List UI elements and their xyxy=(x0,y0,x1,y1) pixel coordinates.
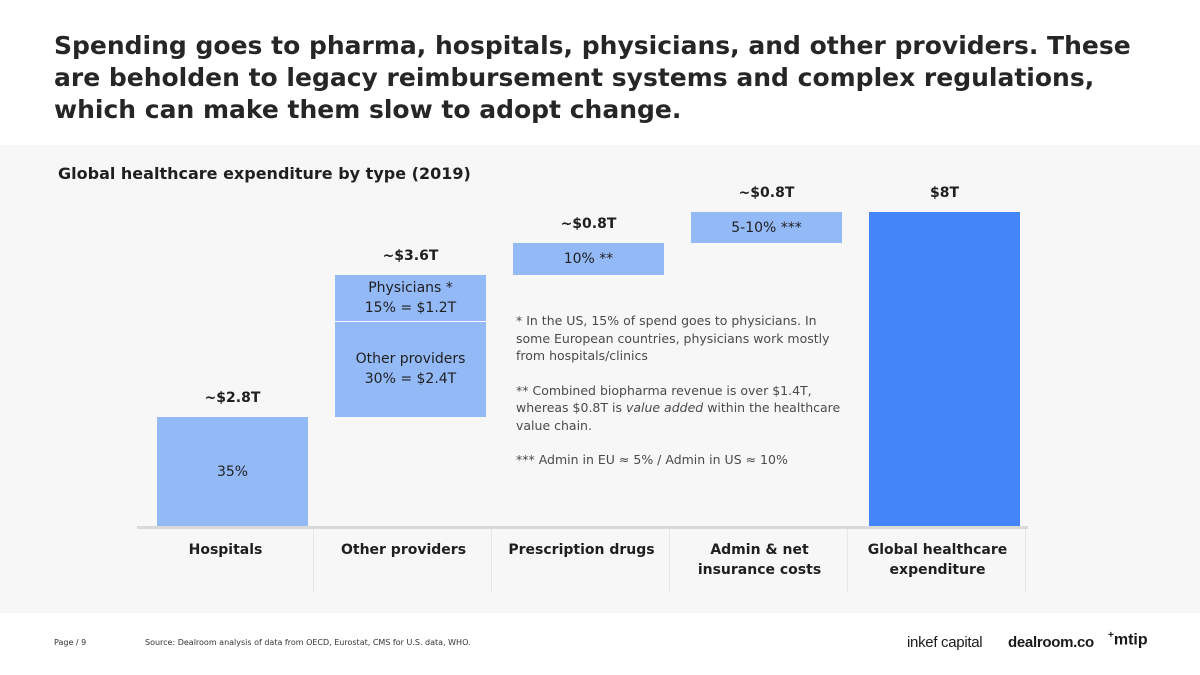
mtip-logo: +mtip xyxy=(1108,630,1148,649)
footnote-1: * In the US, 15% of spend goes to physic… xyxy=(516,313,830,363)
value-label: ~$0.8T xyxy=(738,184,795,201)
bar-segment: Physicians * 15% = $1.2T xyxy=(335,274,486,323)
category-cell xyxy=(849,529,1026,593)
page-headline: Spending goes to pharma, hospitals, phys… xyxy=(54,31,1131,124)
value-label: ~$3.6T xyxy=(382,247,439,264)
category-cell xyxy=(315,529,492,593)
footnote-3: *** Admin in EU ≈ 5% / Admin in US ≈ 10% xyxy=(516,452,788,467)
dealroom-logo: dealroom.co xyxy=(1008,634,1094,651)
bar-segment-label: 10% ** xyxy=(563,251,614,268)
source-note: Source: Dealroom analysis of data from O… xyxy=(145,638,471,647)
bar-segment: Other providers 30% = $2.4T xyxy=(335,322,486,417)
bar-segment-label: Physicians * 15% = $1.2T xyxy=(364,279,457,316)
category-label: Other providers xyxy=(340,542,467,558)
category-label: Admin & net insurance costs xyxy=(697,542,822,578)
value-label: ~$2.8T xyxy=(204,389,261,406)
bar-segment: 10% ** xyxy=(513,243,664,275)
chart-baseline xyxy=(137,526,1028,529)
footnotes: * In the US, 15% of spend goes to physic… xyxy=(516,312,846,486)
bar-segment: 5-10% *** xyxy=(691,211,842,244)
bar-segment-label: 35% xyxy=(216,463,249,480)
bar-segment: 35% xyxy=(157,416,308,527)
page-number: Page / 9 xyxy=(54,638,87,647)
chart-title: Global healthcare expenditure by type (2… xyxy=(58,164,471,183)
value-label: ~$0.8T xyxy=(560,216,617,233)
value-label: $8T xyxy=(929,184,960,201)
category-cell xyxy=(137,529,314,593)
bar-segment xyxy=(869,211,1020,527)
bar-segment-label: 5-10% *** xyxy=(731,219,802,236)
category-label: Prescription drugs xyxy=(508,542,655,558)
category-cell xyxy=(671,529,848,593)
inkef-capital-logo: inkef capital xyxy=(907,634,983,651)
bar-segment-label: Other providers 30% = $2.4T xyxy=(355,351,466,388)
category-cell xyxy=(493,529,670,593)
category-label: Global healthcare expenditure xyxy=(867,542,1008,578)
category-label: Hospitals xyxy=(188,542,263,558)
footnote-2: ** Combined biopharma revenue is over $1… xyxy=(516,382,841,433)
